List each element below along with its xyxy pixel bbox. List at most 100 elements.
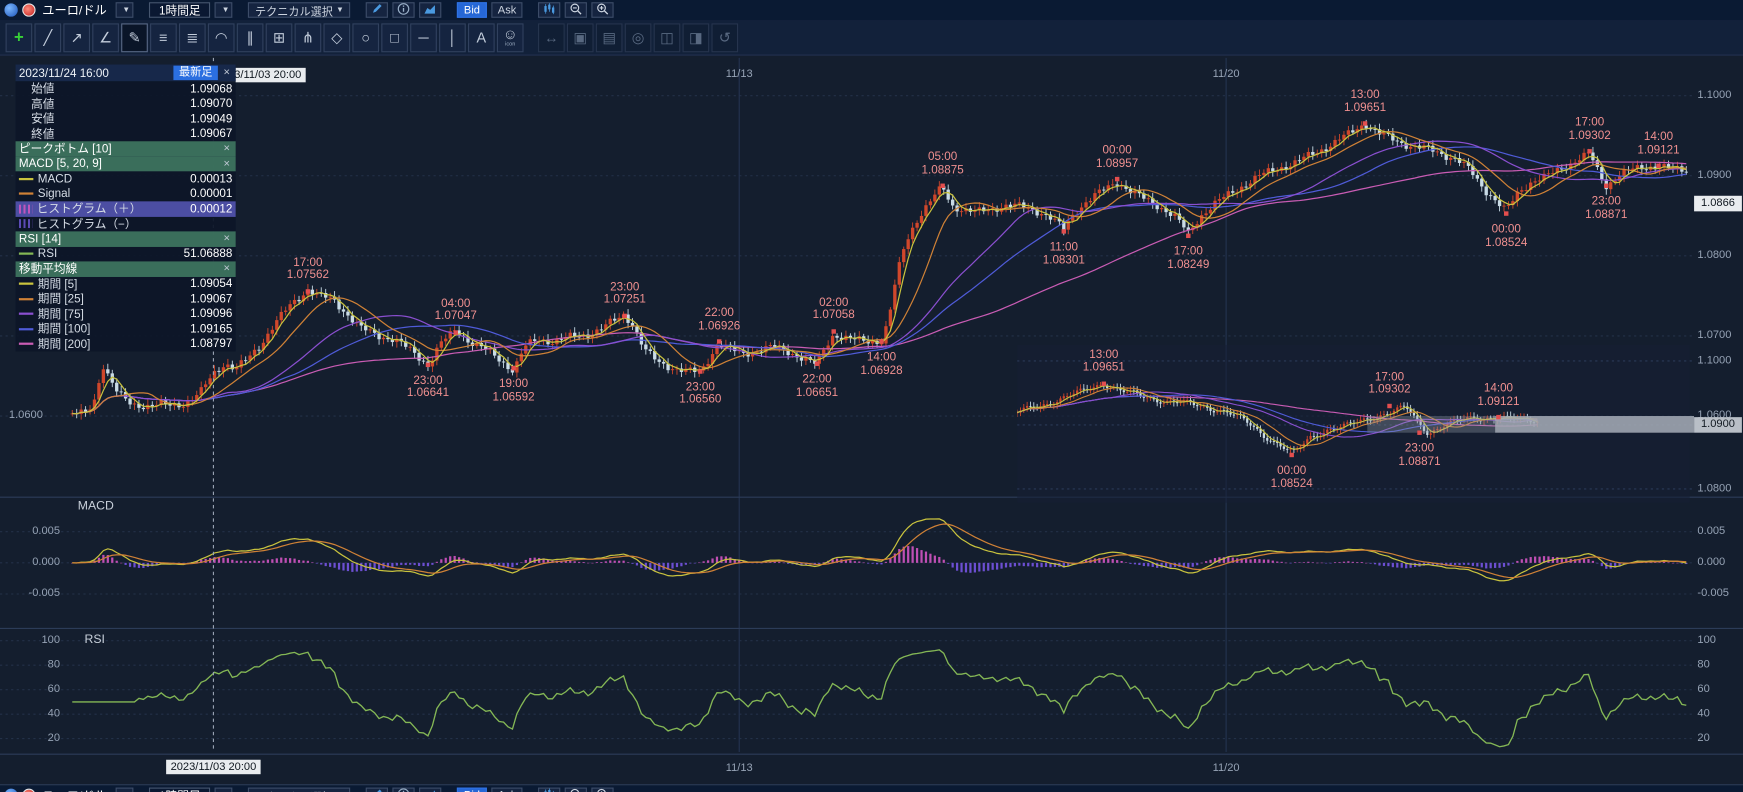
indicator-label: ヒストグラム（＋） bbox=[36, 202, 142, 217]
gann-grid-tool[interactable]: ⊞ bbox=[265, 22, 293, 52]
chevron-down-icon: ▼ bbox=[122, 6, 131, 14]
info-panel-header: 2023/11/24 16:00 最新足 × bbox=[15, 64, 236, 82]
select-tool[interactable]: ▣ bbox=[566, 22, 594, 52]
mask-tool[interactable]: ◨ bbox=[682, 22, 710, 52]
select-tool-icon: ▣ bbox=[573, 28, 588, 46]
candle-chart-button[interactable] bbox=[538, 787, 561, 792]
zoom-area-tool[interactable]: ◎ bbox=[624, 22, 652, 52]
indicator-swatch-icon bbox=[18, 342, 34, 346]
vertical-line-tool[interactable]: │ bbox=[439, 22, 466, 52]
indicator-row[interactable]: RSI 51.06888 bbox=[16, 246, 236, 261]
chevron-down-icon: ▼ bbox=[221, 6, 230, 14]
indicator-swatch-icon bbox=[18, 282, 34, 286]
indicator-value: 51.06888 bbox=[183, 247, 233, 261]
zoom-in-button[interactable] bbox=[591, 2, 615, 18]
pitchfork-tool-icon: ⋔ bbox=[301, 28, 314, 46]
ohlc-label: 安値 bbox=[31, 112, 55, 126]
zoom-out-button[interactable] bbox=[565, 787, 588, 792]
bid-button[interactable]: Bid bbox=[457, 787, 487, 792]
chart-style-button[interactable] bbox=[419, 2, 442, 18]
bid-button[interactable]: Bid bbox=[457, 2, 487, 18]
rectangle-tool[interactable]: □ bbox=[381, 22, 408, 52]
app-icon bbox=[4, 788, 18, 792]
candlestick-icon bbox=[543, 2, 556, 19]
indicator-row[interactable]: MACD 0.00013 bbox=[16, 171, 236, 186]
indicator-swatch-icon bbox=[18, 327, 34, 331]
crosshair-date-label-bottom: 2023/11/03 20:00 bbox=[166, 759, 261, 775]
indicator-close-button[interactable]: × bbox=[223, 157, 231, 170]
candlestick-icon bbox=[543, 787, 556, 792]
current-price-label: 1.0866 bbox=[1694, 195, 1742, 212]
zoom-out-button[interactable] bbox=[565, 2, 588, 18]
ohlc-label: 始値 bbox=[31, 82, 55, 96]
angle-line-tool-icon: ∠ bbox=[99, 28, 113, 46]
arc-tool[interactable]: ◠ bbox=[207, 22, 235, 52]
angle-line-tool[interactable]: ∠ bbox=[92, 22, 119, 52]
timeframe-dropdown[interactable]: ▼ bbox=[214, 2, 233, 18]
trendline-tool[interactable]: ╱ bbox=[34, 22, 62, 52]
ray-line-tool[interactable]: ↗ bbox=[63, 22, 91, 52]
move-tool-icon: ↔ bbox=[544, 28, 559, 46]
indicator-swatch-icon bbox=[18, 192, 34, 195]
latest-bar-button[interactable]: 最新足 bbox=[173, 65, 218, 81]
technical-select-button[interactable]: テクニカル選択▼ bbox=[248, 787, 351, 792]
text-tool[interactable]: A bbox=[467, 22, 495, 52]
horizontal-levels-tool-icon: ≣ bbox=[186, 28, 199, 46]
polygon-tool[interactable]: ◇ bbox=[323, 22, 351, 52]
chart-style-button[interactable] bbox=[419, 787, 442, 792]
indicator-swatch-icon bbox=[18, 219, 33, 229]
ellipse-tool[interactable]: ○ bbox=[352, 22, 380, 52]
info-button[interactable] bbox=[392, 2, 416, 18]
draw-mode-button[interactable] bbox=[366, 787, 389, 792]
icon-stamp-tool-sub-label: icon bbox=[505, 41, 516, 48]
indicator-row[interactable]: ヒストグラム（−） bbox=[16, 216, 236, 231]
timeframe-select[interactable]: 1時間足 bbox=[149, 2, 211, 18]
ask-button[interactable]: Ask bbox=[491, 787, 523, 792]
indicator-row[interactable]: 期間 [25] 1.09067 bbox=[16, 291, 236, 306]
layers-tool[interactable]: ▤ bbox=[595, 22, 623, 52]
horizontal-levels-tool[interactable]: ≣ bbox=[178, 22, 206, 52]
technical-select-button[interactable]: テクニカル選択▼ bbox=[248, 2, 351, 18]
undo-tool[interactable]: ↺ bbox=[711, 22, 739, 52]
indicator-label: 期間 [100] bbox=[37, 322, 91, 337]
indicator-swatch-icon bbox=[18, 204, 33, 214]
indicator-row[interactable]: 期間 [5] 1.09054 bbox=[16, 276, 236, 291]
indicator-row[interactable]: ヒストグラム（＋） 0.00012 bbox=[15, 201, 236, 217]
indicator-close-button[interactable]: × bbox=[223, 232, 231, 245]
info-button[interactable] bbox=[392, 787, 416, 792]
indicator-close-button[interactable]: × bbox=[223, 142, 231, 155]
indicator-value: 1.09165 bbox=[190, 322, 233, 336]
currency-pair-flag-icon bbox=[22, 3, 36, 17]
move-tool[interactable]: ↔ bbox=[538, 22, 565, 52]
indicator-close-button[interactable]: × bbox=[223, 262, 231, 276]
draw-mode-button[interactable] bbox=[366, 2, 389, 18]
currency-pair-dropdown[interactable]: ▼ bbox=[115, 2, 134, 18]
indicator-row[interactable]: Signal 0.00001 bbox=[16, 186, 236, 201]
indicator-row[interactable]: 期間 [75] 1.09096 bbox=[16, 306, 236, 321]
indicator-row[interactable]: 期間 [200] 1.08797 bbox=[16, 336, 236, 351]
drawing-toolbar: + ╱ ↗ ∠ ✎ ≡ ≣ ◠ ∥ ⊞ ⋔ ◇ ○ □ ─ │ A ☺ icon ↔ ▣ ▤ ◎ ◫ ◨ ↺ bbox=[0, 20, 1743, 56]
currency-pair-dropdown[interactable]: ▼ bbox=[115, 787, 134, 792]
timeframe-dropdown[interactable]: ▼ bbox=[214, 787, 233, 792]
horizontal-line-tool-icon: ─ bbox=[418, 28, 429, 46]
pitchfork-tool[interactable]: ⋔ bbox=[294, 22, 322, 52]
indicator-section-title: RSI [14] bbox=[18, 232, 62, 246]
info-icon bbox=[397, 787, 410, 792]
indicator-label: 期間 [75] bbox=[37, 307, 84, 322]
parallel-channel-tool[interactable]: ∥ bbox=[236, 22, 264, 52]
zoom-out-icon bbox=[570, 787, 583, 792]
horizontal-line-tool[interactable]: ─ bbox=[410, 22, 437, 52]
crosshair-tool[interactable]: + bbox=[5, 22, 33, 52]
zoom-area-tool-icon: ◎ bbox=[631, 28, 645, 46]
indicator-row[interactable]: 期間 [100] 1.09165 bbox=[16, 321, 236, 336]
ask-button[interactable]: Ask bbox=[491, 2, 523, 18]
timeframe-select[interactable]: 1時間足 bbox=[149, 787, 211, 792]
info-panel-close-button[interactable]: × bbox=[223, 66, 231, 79]
zoom-in-button[interactable] bbox=[591, 787, 615, 792]
freehand-pencil-tool[interactable]: ✎ bbox=[121, 22, 148, 52]
icon-stamp-tool[interactable]: ☺ icon bbox=[496, 22, 524, 52]
eraser-tool[interactable]: ◫ bbox=[653, 22, 681, 52]
fibonacci-levels-tool[interactable]: ≡ bbox=[150, 22, 177, 52]
candle-chart-button[interactable] bbox=[538, 2, 561, 19]
